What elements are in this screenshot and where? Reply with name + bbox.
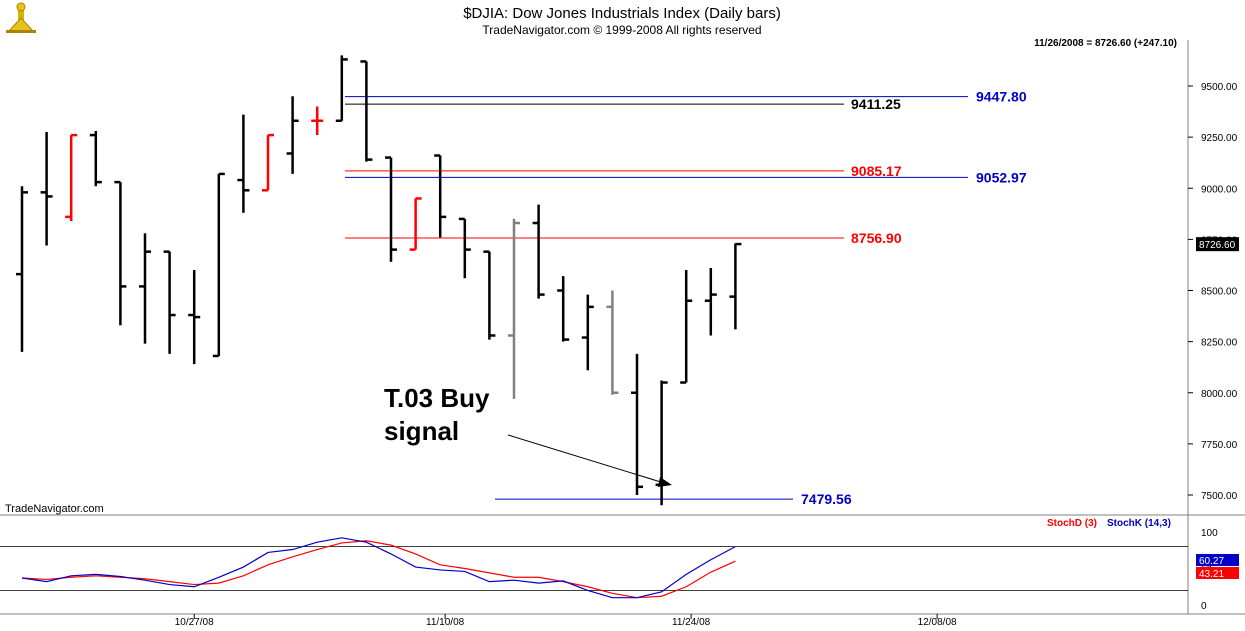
y-tick-label: 9250.00 — [1201, 133, 1238, 144]
y-tick-label: 9500.00 — [1201, 82, 1238, 93]
x-tick-label: 10/27/08 — [175, 617, 214, 628]
stoch-k-last-box — [1196, 554, 1239, 566]
y-tick-label: 8000.00 — [1201, 389, 1238, 400]
quote-readout: 11/26/2008 = 8726.60 (+247.10) — [1034, 38, 1177, 49]
level-label: 9085.17 — [851, 163, 902, 179]
chart-copyright: TradeNavigator.com © 1999-2008 All right… — [482, 23, 761, 37]
level-label: 9411.25 — [851, 96, 901, 112]
annotation-line1: T.03 Buy — [384, 383, 490, 413]
x-tick-label: 11/24/08 — [672, 617, 711, 628]
y-tick-label: 8250.00 — [1201, 338, 1238, 349]
level-label: 7479.56 — [801, 491, 852, 507]
stoch-d-last-box — [1196, 567, 1239, 579]
x-tick-label: 12/08/08 — [918, 617, 957, 628]
x-tick-label: 11/10/08 — [426, 617, 465, 628]
legend-stochd: StochD (3) — [1047, 518, 1097, 529]
y-tick-label: 7750.00 — [1201, 440, 1238, 451]
y-tick-label: 9000.00 — [1201, 184, 1238, 195]
annotation-arrow — [507, 434, 665, 484]
last-price-label: 8726.60 — [1199, 240, 1236, 251]
chart-title: $DJIA: Dow Jones Industrials Index (Dail… — [463, 5, 781, 22]
y-tick-label: 7500.00 — [1201, 491, 1238, 502]
level-label: 9052.97 — [976, 169, 1027, 185]
stoch-series-line — [21, 537, 736, 599]
last-price-box — [1196, 237, 1239, 252]
stoch-y-tick-label: 100 — [1201, 528, 1218, 539]
stoch-y-tick-label: 0 — [1201, 601, 1207, 612]
trade-navigator-logo-icon — [6, 2, 36, 33]
level-label: 9447.80 — [976, 89, 1027, 105]
y-tick-label: 8500.00 — [1201, 287, 1238, 298]
legend-stochk: StochK (14,3) — [1107, 518, 1171, 529]
level-label: 8756.90 — [851, 230, 902, 246]
annotation-line2: signal — [384, 416, 459, 446]
watermark: TradeNavigator.com — [5, 503, 104, 515]
stoch-k-last-label: 60.27 — [1199, 556, 1224, 567]
annotation-arrowhead — [658, 477, 672, 487]
stoch-series-line — [21, 540, 736, 599]
stoch-d-last-label: 43.21 — [1199, 569, 1224, 580]
